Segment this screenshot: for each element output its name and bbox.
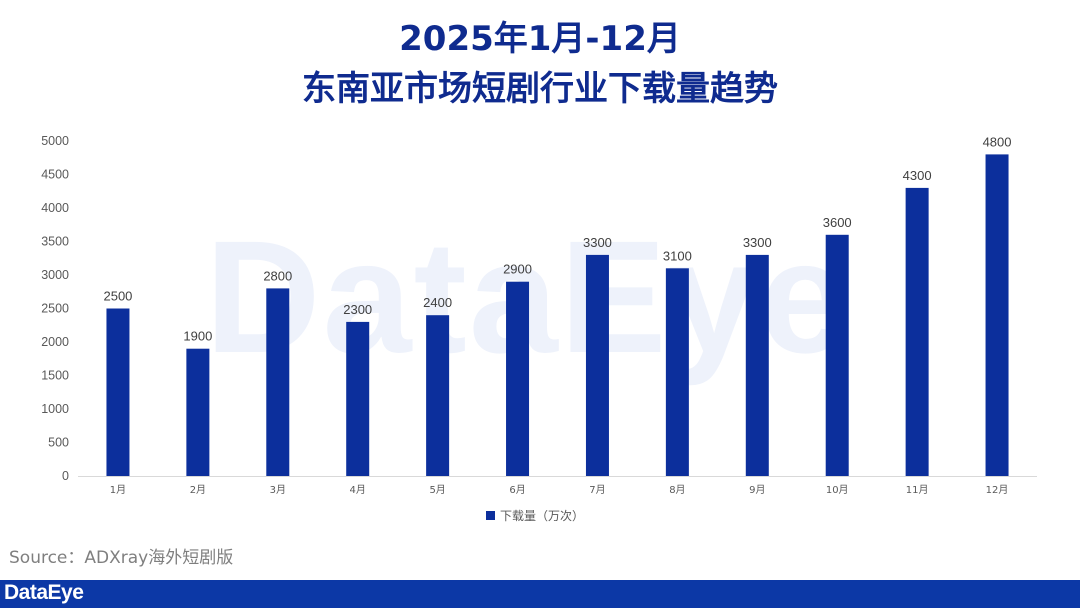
y-tick-label: 0 — [62, 469, 69, 483]
x-tick-label: 9月 — [749, 484, 765, 496]
bar — [825, 234, 849, 476]
legend-swatch — [486, 511, 495, 520]
x-tick-label: 1月 — [110, 484, 126, 496]
chart-title-line1: 2025年1月-12月 — [399, 19, 681, 59]
bar — [266, 288, 290, 476]
data-label: 4300 — [903, 168, 932, 183]
bar — [745, 254, 769, 476]
data-label: 4800 — [983, 134, 1012, 149]
data-label: 3300 — [583, 235, 612, 250]
data-label: 2800 — [263, 268, 292, 283]
brand-logo: DataEye — [4, 581, 84, 604]
bar — [665, 268, 689, 476]
x-tick-label: 5月 — [429, 484, 445, 496]
y-tick-label: 3500 — [41, 235, 69, 249]
y-tick-label: 5000 — [41, 134, 69, 148]
y-tick-label: 2000 — [41, 335, 69, 349]
x-tick-label: 4月 — [350, 484, 366, 496]
footer-bar: DataEye — [0, 580, 1080, 608]
bar-chart: 0 500 1000 1500 2000 2500 3000 3500 4000 4500 5000… — [41, 134, 1037, 523]
data-label: 2900 — [503, 262, 532, 277]
data-label: 3100 — [663, 248, 692, 263]
bar — [426, 315, 450, 476]
bar — [985, 154, 1009, 476]
x-tick-label: 11月 — [906, 484, 929, 496]
y-tick-label: 2500 — [41, 302, 69, 316]
y-tick-label: 1500 — [41, 369, 69, 383]
y-tick-label: 4500 — [41, 168, 69, 182]
bar — [506, 281, 530, 476]
x-tick-label: 6月 — [509, 484, 525, 496]
data-label: 1900 — [183, 329, 212, 344]
y-tick-label: 4000 — [41, 201, 69, 215]
x-tick-label: 7月 — [589, 484, 605, 496]
y-tick-label: 3000 — [41, 268, 69, 282]
x-tick-label: 12月 — [986, 484, 1009, 496]
data-label: 2400 — [423, 295, 452, 310]
y-tick-label: 500 — [48, 436, 69, 450]
data-label: 3300 — [743, 235, 772, 250]
bar — [186, 348, 210, 476]
bar — [905, 187, 929, 476]
data-label: 2300 — [343, 302, 372, 317]
bar — [346, 321, 370, 476]
y-tick-label: 1000 — [41, 402, 69, 416]
chart-title-line2: 东南亚市场短剧行业下载量趋势 — [302, 69, 778, 109]
x-tick-label: 8月 — [669, 484, 685, 496]
x-tick-label: 2月 — [190, 484, 206, 496]
data-label: 3600 — [823, 215, 852, 230]
bar — [106, 308, 130, 476]
x-tick-label: 3月 — [270, 484, 286, 496]
x-tick-label: 10月 — [826, 484, 849, 496]
source-note: Source：ADXray海外短剧版 — [9, 548, 234, 568]
legend-label: 下载量（万次） — [500, 509, 584, 523]
data-label: 2500 — [103, 289, 132, 304]
bar — [585, 254, 609, 476]
